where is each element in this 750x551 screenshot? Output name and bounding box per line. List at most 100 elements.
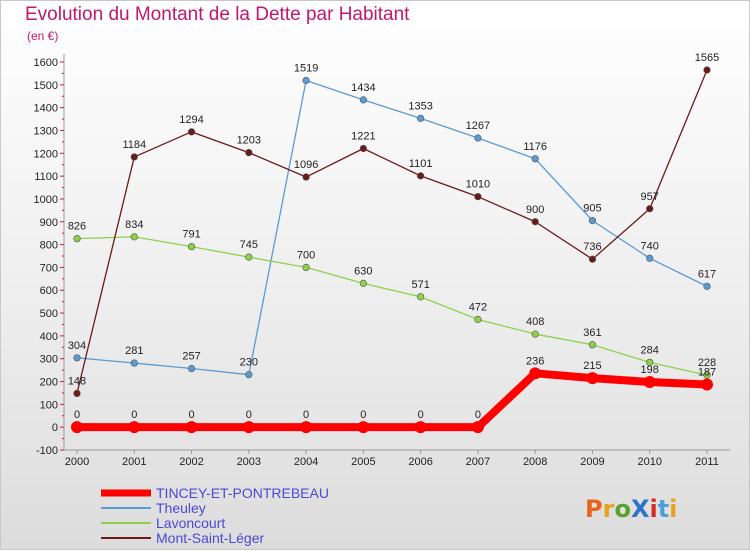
y-tick-label: 200: [40, 377, 58, 389]
data-point-lavoncourt: [703, 371, 711, 379]
x-tick-label: 2006: [408, 456, 432, 468]
y-tick-label: 100: [40, 399, 58, 411]
x-tick-label: 2002: [179, 456, 203, 468]
y-tick-label: 600: [40, 285, 58, 297]
y-tick-label: -100: [36, 445, 58, 457]
legend-label: Theuley: [156, 500, 206, 516]
data-label-theuley: 1434: [351, 82, 375, 94]
data-point-theuley: [417, 114, 425, 122]
data-points: [71, 66, 713, 434]
data-point-theuley: [474, 134, 482, 142]
proxiti-logo: ProXiti: [585, 495, 677, 523]
data-point-tincey-et-pontrebeau: [357, 421, 370, 434]
data-label-theuley: 617: [698, 268, 716, 280]
data-label-lavoncourt: 700: [297, 249, 315, 261]
data-point-tincey-et-pontrebeau: [71, 421, 83, 434]
y-tick-label: 1400: [34, 103, 58, 115]
y-tick-label: 1000: [34, 194, 58, 206]
data-label-tincey-et-pontrebeau: 236: [526, 355, 544, 367]
data-point-mont-saint-leger: [646, 205, 654, 213]
data-label-mont-saint-leger: 148: [68, 375, 86, 387]
x-tick-label: 2010: [637, 456, 661, 468]
data-label-lavoncourt: 571: [411, 279, 429, 291]
data-point-lavoncourt: [359, 279, 367, 287]
data-label-mont-saint-leger: 957: [641, 191, 659, 203]
data-label-theuley: 230: [240, 357, 258, 369]
data-label-theuley: 1353: [408, 100, 432, 112]
data-point-mont-saint-leger: [130, 153, 138, 161]
y-tick-label: 900: [40, 217, 58, 229]
data-point-theuley: [73, 354, 81, 362]
data-point-mont-saint-leger: [531, 218, 539, 226]
data-label-mont-saint-leger: 1096: [294, 159, 318, 171]
data-point-lavoncourt: [531, 330, 539, 338]
legend-label: Mont-Saint-Léger: [156, 530, 265, 546]
data-label-tincey-et-pontrebeau: 0: [303, 409, 309, 421]
data-point-mont-saint-leger: [187, 128, 196, 136]
data-point-lavoncourt: [646, 358, 654, 366]
data-label-theuley: 1267: [466, 120, 490, 132]
legend: TINCEY-ET-PONTREBEAUTheuleyLavoncourtMon…: [101, 485, 329, 546]
data-point-tincey-et-pontrebeau: [471, 421, 484, 434]
data-label-lavoncourt: 228: [698, 357, 716, 369]
y-tick-label: 0: [52, 422, 58, 434]
data-point-tincey-et-pontrebeau: [586, 372, 599, 385]
y-tick-label: 400: [40, 331, 58, 343]
data-point-tincey-et-pontrebeau: [643, 375, 656, 388]
data-point-tincey-et-pontrebeau: [701, 378, 713, 391]
data-label-mont-saint-leger: 1221: [351, 131, 375, 143]
x-tick-label: 2009: [580, 456, 604, 468]
data-label-mont-saint-leger: 736: [583, 241, 601, 253]
data-label-tincey-et-pontrebeau: 0: [418, 409, 424, 421]
data-point-theuley: [359, 96, 367, 104]
data-label-lavoncourt: 361: [583, 327, 601, 339]
series-lines: [73, 69, 711, 432]
data-point-mont-saint-leger: [359, 144, 367, 153]
data-label-tincey-et-pontrebeau: 0: [360, 409, 366, 421]
data-point-lavoncourt: [474, 315, 482, 324]
data-point-mont-saint-leger: [73, 389, 81, 397]
x-tick-label: 2011: [695, 456, 719, 468]
data-point-tincey-et-pontrebeau: [242, 421, 255, 434]
data-point-mont-saint-leger: [302, 173, 310, 181]
data-label-mont-saint-leger: 1203: [237, 135, 261, 147]
data-label-tincey-et-pontrebeau: 0: [188, 409, 194, 421]
data-label-mont-saint-leger: 900: [526, 204, 544, 216]
data-point-mont-saint-leger: [245, 149, 253, 157]
data-label-tincey-et-pontrebeau: 187: [698, 366, 716, 378]
data-point-theuley: [646, 254, 654, 262]
data-point-theuley: [588, 217, 597, 225]
data-label-tincey-et-pontrebeau: 0: [246, 409, 252, 421]
x-tick-label: 2007: [466, 456, 490, 468]
data-label-theuley: 740: [641, 240, 659, 252]
data-label-theuley: 1519: [294, 62, 318, 74]
data-label-lavoncourt: 834: [125, 219, 143, 231]
data-label-theuley: 905: [583, 203, 601, 215]
x-tick-label: 2008: [523, 456, 547, 468]
legend-label: TINCEY-ET-PONTREBEAU: [156, 485, 329, 501]
data-labels: 304 281 257 230 1519 1434 1353 1267 1176 905 740 61…: [68, 52, 719, 421]
data-point-tincey-et-pontrebeau: [185, 421, 198, 434]
data-label-lavoncourt: 791: [182, 229, 200, 241]
data-label-lavoncourt: 745: [240, 239, 258, 251]
y-tick-label: 700: [40, 262, 58, 274]
data-label-lavoncourt: 284: [641, 344, 659, 356]
data-point-lavoncourt: [417, 293, 425, 301]
data-point-lavoncourt: [302, 263, 310, 272]
data-label-lavoncourt: 472: [469, 301, 487, 313]
y-tick-label: 500: [40, 308, 58, 320]
data-point-lavoncourt: [130, 233, 138, 241]
data-point-mont-saint-leger: [474, 193, 482, 201]
data-label-mont-saint-leger: 1565: [695, 52, 719, 64]
data-point-lavoncourt: [245, 253, 253, 261]
series-line-tincey-et-pontrebeau: [73, 369, 711, 432]
data-label-theuley: 281: [125, 345, 143, 357]
data-label-theuley: 257: [182, 351, 200, 363]
data-point-mont-saint-leger: [703, 66, 711, 74]
data-point-tincey-et-pontrebeau: [414, 421, 427, 434]
data-label-theuley: 1176: [523, 141, 547, 153]
data-point-theuley: [187, 364, 196, 373]
series-line-theuley: [76, 79, 708, 376]
x-tick-label: 2001: [122, 456, 146, 468]
